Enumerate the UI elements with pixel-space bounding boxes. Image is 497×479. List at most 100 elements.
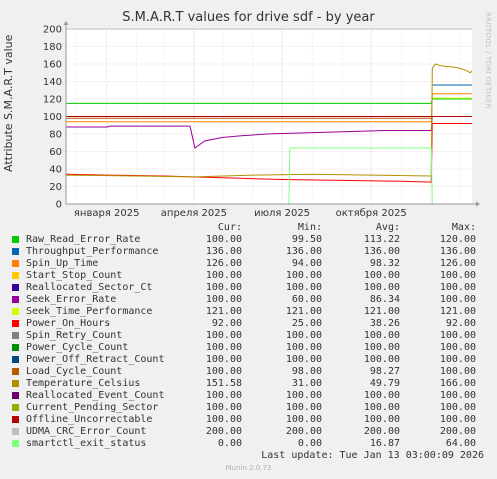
legend-swatch: [12, 284, 19, 291]
legend-cur-value: 100.00: [205, 342, 242, 353]
col-avg-header: Avg:: [375, 222, 400, 233]
legend-row: UDMA_CRC_Error_Count 200.00 200.00 200.00 20…: [12, 426, 488, 438]
legend-row: Power_On_Hours 92.00 25.00 38.26 92.00: [12, 318, 488, 330]
legend-avg-value: 100.00: [363, 390, 400, 401]
legend-avg-value: 98.32: [369, 258, 400, 269]
legend-rows: Raw_Read_Error_Rate 100.00 99.50 113.22 120.…: [12, 234, 488, 450]
legend-min-value: 99.50: [291, 234, 322, 245]
legend-min-value: 60.00: [291, 294, 322, 305]
legend-min-value: 0.00: [297, 438, 322, 449]
legend-cur-value: 200.00: [205, 426, 242, 437]
legend-series-name: Reallocated_Sector_Ct: [26, 282, 153, 293]
legend-series-name: UDMA_CRC_Error_Count: [26, 426, 147, 437]
legend-swatch: [12, 248, 19, 255]
legend-max-value: 92.00: [445, 318, 476, 329]
legend-swatch: [12, 404, 19, 411]
y-tick-label: 160: [43, 60, 62, 71]
legend-avg-value: 16.87: [369, 438, 400, 449]
legend-min-value: 136.00: [285, 246, 322, 257]
legend-avg-value: 113.22: [363, 234, 400, 245]
y-tick-label: 120: [43, 95, 62, 106]
x-tick-labels: января 2025 апреля 2025 июля 2025 октября 2…: [74, 208, 407, 219]
y-tick-label: 100: [43, 112, 62, 123]
legend-min-value: 100.00: [285, 390, 322, 401]
legend-min-value: 100.00: [285, 414, 322, 425]
legend-avg-value: 98.27: [369, 366, 400, 377]
legend-cur-value: 100.00: [205, 354, 242, 365]
legend-swatch: [12, 320, 19, 327]
legend: Cur: Min: Avg: Max: Raw_Read_Error_Rate 1…: [12, 222, 488, 450]
legend-swatch: [12, 344, 19, 351]
legend-swatch: [12, 296, 19, 303]
y-axis-arrow: [63, 21, 69, 25]
legend-series-name: Throughput_Performance: [26, 246, 159, 257]
legend-max-value: 136.00: [439, 246, 476, 257]
legend-row: Seek_Error_Rate 100.00 60.00 86.34 100.00: [12, 294, 488, 306]
last-update: Last update: Tue Jan 13 03:00:09 2026: [261, 450, 484, 461]
legend-series-name: Temperature_Celsius: [26, 378, 141, 389]
legend-cur-value: 100.00: [205, 330, 242, 341]
series-line: [65, 63, 473, 178]
legend-max-value: 100.00: [439, 402, 476, 413]
x-tick-label: октября 2025: [336, 208, 407, 219]
legend-min-value: 200.00: [285, 426, 322, 437]
legend-cur-value: 0.00: [217, 438, 242, 449]
legend-series-name: Offline_Uncorrectable: [26, 414, 153, 425]
y-tick-label: 40: [49, 165, 62, 176]
legend-series-name: Reallocated_Event_Count: [26, 390, 165, 401]
legend-cur-value: 100.00: [205, 390, 242, 401]
series-line: [66, 116, 472, 149]
legend-cur-value: 100.00: [205, 234, 242, 245]
legend-avg-value: 136.00: [363, 246, 400, 257]
legend-max-value: 64.00: [445, 438, 476, 449]
legend-row: Reallocated_Sector_Ct 100.00 100.00 100.00 1…: [12, 282, 488, 294]
legend-cur-value: 121.00: [205, 306, 242, 317]
legend-series-name: Power_On_Hours: [26, 318, 111, 329]
legend-row: Seek_Time_Performance 121.00 121.00 121.00 1…: [12, 306, 488, 318]
col-min-header: Min:: [297, 222, 322, 233]
x-axis-arrow: [476, 201, 480, 207]
legend-avg-value: 100.00: [363, 270, 400, 281]
legend-max-value: 100.00: [439, 414, 476, 425]
legend-max-value: 100.00: [439, 342, 476, 353]
legend-series-name: Raw_Read_Error_Rate: [26, 234, 141, 245]
legend-cur-value: 136.00: [205, 246, 242, 257]
chart-title: S.M.A.R.T values for drive sdf - by year: [122, 10, 375, 25]
legend-series-name: Power_Cycle_Count: [26, 342, 129, 353]
legend-min-value: 25.00: [291, 318, 322, 329]
legend-swatch: [12, 332, 19, 339]
legend-cur-value: 126.00: [205, 258, 242, 269]
legend-row: Reallocated_Event_Count 100.00 100.00 100.0…: [12, 390, 488, 402]
y-tick-labels: 0 20 40 60 80 100 120 140 160 180 200: [43, 25, 62, 211]
legend-series-name: Seek_Error_Rate: [26, 294, 117, 305]
legend-max-value: 166.00: [439, 378, 476, 389]
legend-row: Raw_Read_Error_Rate 100.00 99.50 113.22 120.…: [12, 234, 488, 246]
legend-swatch: [12, 380, 19, 387]
legend-swatch: [12, 392, 19, 399]
legend-avg-value: 100.00: [363, 354, 400, 365]
legend-swatch: [12, 440, 19, 447]
legend-cur-value: 100.00: [205, 294, 242, 305]
x-tick-label: июля 2025: [254, 208, 310, 219]
legend-min-value: 98.00: [291, 366, 322, 377]
y-tick-label: 200: [43, 25, 62, 36]
legend-avg-value: 100.00: [363, 282, 400, 293]
munin-version: Munin 2.0.73: [225, 464, 272, 472]
legend-avg-value: 121.00: [363, 306, 400, 317]
legend-swatch: [12, 236, 19, 243]
legend-max-value: 120.00: [439, 234, 476, 245]
legend-avg-value: 100.00: [363, 342, 400, 353]
col-cur-header: Cur:: [217, 222, 242, 233]
legend-min-value: 100.00: [285, 342, 322, 353]
legend-min-value: 94.00: [291, 258, 322, 269]
legend-min-value: 100.00: [285, 354, 322, 365]
y-tick-label: 60: [49, 147, 62, 158]
legend-swatch: [12, 368, 19, 375]
legend-min-value: 100.00: [285, 330, 322, 341]
legend-min-value: 100.00: [285, 402, 322, 413]
y-tick-label: 180: [43, 42, 62, 53]
legend-series-name: smartctl_exit_status: [26, 438, 147, 449]
x-tick-label: апреля 2025: [161, 208, 227, 219]
legend-avg-value: 100.00: [363, 414, 400, 425]
legend-swatch: [12, 308, 19, 315]
